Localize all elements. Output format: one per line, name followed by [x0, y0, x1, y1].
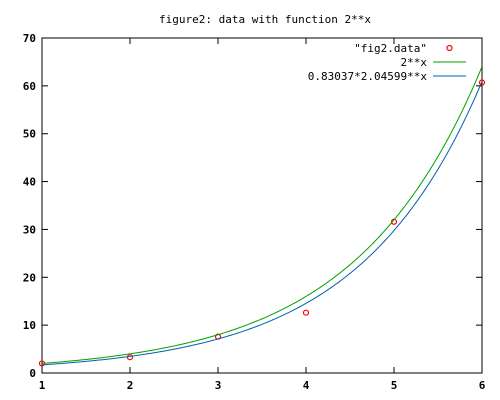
- data-point: [478, 79, 486, 86]
- y-tick-label: 0: [29, 367, 36, 380]
- x-tick-label: 6: [479, 379, 486, 392]
- x-tick-label: 2: [127, 379, 134, 392]
- y-tick-label: 50: [23, 128, 36, 141]
- data-point: [126, 354, 134, 361]
- x-tick-label: 5: [391, 379, 398, 392]
- x-tick-label: 1: [39, 379, 46, 392]
- x-tick-label: 3: [215, 379, 222, 392]
- legend-label-2: 0.83037*2.04599**x: [308, 70, 428, 83]
- plot-frame: [41, 37, 483, 374]
- series-line-2: [42, 81, 482, 366]
- legend-marker-0: [446, 44, 453, 52]
- chart-title: figure2: data with function 2**x: [159, 13, 371, 26]
- y-tick-label: 30: [23, 223, 36, 236]
- series-line-1: [42, 66, 482, 364]
- y-tick-label: 70: [23, 32, 36, 45]
- legend: "fig2.data"2**x0.83037*2.04599**x: [308, 42, 466, 83]
- data-point: [302, 309, 310, 316]
- y-tick-label: 10: [23, 319, 36, 332]
- series-layer: [38, 66, 486, 367]
- x-tick-label: 4: [303, 379, 310, 392]
- y-tick-label: 40: [23, 176, 36, 189]
- legend-label-1: 2**x: [401, 56, 428, 69]
- y-tick-label: 60: [23, 80, 36, 93]
- legend-label-0: "fig2.data": [354, 42, 427, 55]
- y-tick-label: 20: [23, 271, 36, 284]
